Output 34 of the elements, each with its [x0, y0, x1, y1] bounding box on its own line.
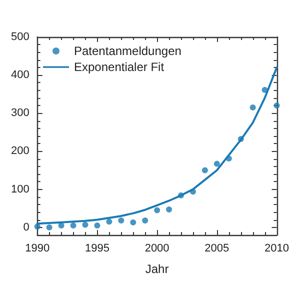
y-tick-label: 500 — [10, 31, 30, 43]
point — [262, 86, 268, 93]
x-axis-title: Jahr — [145, 262, 169, 276]
point — [130, 219, 136, 226]
point — [190, 188, 196, 195]
y-tick-label: 100 — [10, 183, 30, 196]
point — [238, 136, 244, 142]
point — [166, 206, 172, 212]
point — [106, 218, 112, 225]
point — [70, 222, 76, 228]
point — [118, 218, 124, 224]
point — [178, 192, 184, 198]
x-tick-label: 2000 — [144, 242, 170, 254]
point — [214, 160, 220, 167]
point — [202, 167, 208, 174]
x-tick-label: 2005 — [204, 242, 230, 254]
y-tick-label: 400 — [10, 69, 30, 82]
x-tick-label: 1995 — [84, 242, 110, 254]
x-tick-label: 1990 — [25, 242, 50, 254]
legend-label: Exponentialer Fit — [74, 60, 165, 74]
point — [34, 224, 40, 230]
y-tick-label: 300 — [10, 107, 30, 120]
y-tick-label: 0 — [23, 221, 30, 234]
point — [46, 224, 52, 230]
point — [82, 222, 88, 228]
point — [274, 102, 280, 109]
point — [226, 155, 232, 162]
y-tick-label: 200 — [10, 145, 30, 158]
legend-label: Patentanmeldungen — [74, 44, 182, 58]
point — [154, 207, 160, 214]
point — [142, 218, 148, 224]
point — [250, 104, 256, 110]
x-tick-label: 2010 — [264, 242, 290, 254]
point — [94, 222, 100, 228]
